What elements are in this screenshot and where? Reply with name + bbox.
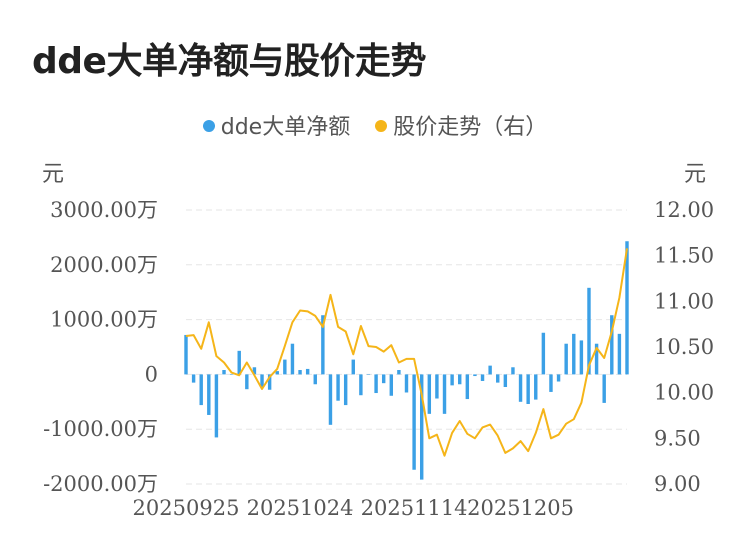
x-tick-label: 20251114 — [361, 496, 468, 520]
legend-item-line[interactable]: 股价走势（右） — [375, 109, 547, 141]
bar — [389, 374, 394, 396]
bar — [549, 374, 553, 392]
legend-item-bar[interactable]: dde大单净额 — [202, 109, 351, 141]
bar — [343, 374, 348, 406]
bar — [572, 333, 576, 375]
bar — [359, 374, 363, 396]
left-tick-label: 2000.00万 — [50, 253, 158, 277]
bar — [488, 365, 492, 375]
bar — [450, 374, 454, 386]
bar — [245, 374, 249, 390]
bar — [237, 350, 241, 375]
right-tick-label: 10.00 — [654, 381, 714, 405]
bar — [473, 374, 477, 377]
left-tick-label: -2000.00万 — [43, 472, 158, 496]
bar — [610, 315, 614, 375]
bar — [267, 374, 272, 390]
chart-title: dde大单净额与股价走势 — [32, 41, 426, 82]
legend[interactable]: dde大单净额 股价走势（右） — [0, 109, 750, 141]
bar — [496, 374, 500, 383]
bar — [199, 374, 203, 406]
price-line — [185, 248, 628, 457]
bar — [594, 343, 599, 375]
bar — [564, 343, 568, 375]
bar — [229, 374, 234, 375]
bar — [534, 374, 538, 400]
right-tick-label: 10.50 — [654, 335, 714, 359]
bar — [214, 374, 219, 438]
left-axis-unit: 元 — [42, 162, 65, 187]
bar — [625, 241, 629, 375]
bar — [458, 374, 462, 385]
left-tick-label: -1000.00万 — [43, 417, 158, 441]
right-tick-label: 12.00 — [654, 198, 714, 222]
bar — [526, 374, 530, 404]
bar — [298, 370, 302, 375]
left-tick-label: 3000.00万 — [50, 198, 158, 222]
left-tick-label: 0 — [145, 362, 158, 386]
bar — [503, 374, 508, 388]
bar — [419, 374, 424, 480]
bar — [374, 374, 378, 394]
right-axis-unit: 元 — [684, 162, 707, 187]
right-tick-label: 9.50 — [654, 426, 701, 450]
bar — [321, 315, 325, 375]
right-tick-label: 9.00 — [654, 472, 701, 496]
bar — [442, 374, 447, 414]
bar — [587, 287, 591, 375]
right-tick-label: 11.50 — [654, 244, 714, 268]
bar — [366, 374, 371, 375]
right-tick-label: 11.00 — [654, 289, 714, 313]
x-tick-label: 20251205 — [467, 496, 574, 520]
bar — [305, 368, 310, 375]
bar — [435, 374, 439, 399]
bar — [511, 367, 515, 375]
legend-line-dot-icon — [375, 120, 388, 132]
bar — [556, 374, 561, 382]
legend-bar-label: dde大单净额 — [220, 115, 351, 140]
bar — [328, 374, 333, 425]
x-tick-label: 20250925 — [133, 496, 240, 520]
bar — [427, 374, 432, 414]
bar — [412, 374, 416, 470]
bar — [184, 334, 188, 375]
bar — [617, 333, 622, 375]
x-tick-label: 20251024 — [247, 496, 354, 520]
bar — [260, 374, 264, 388]
bar — [252, 367, 257, 375]
bar — [283, 359, 287, 375]
bar — [222, 370, 226, 375]
bar — [465, 374, 470, 400]
bar — [480, 374, 485, 381]
legend-bar-dot-icon — [202, 120, 215, 132]
bar — [290, 343, 295, 375]
bar — [541, 332, 546, 375]
bar — [397, 370, 401, 375]
bar — [579, 340, 584, 375]
legend-line-label: 股价走势（右） — [393, 115, 548, 140]
bar — [351, 359, 355, 375]
bar — [191, 374, 196, 383]
bar — [381, 374, 386, 384]
bar — [313, 374, 317, 385]
bar — [404, 374, 409, 393]
bar — [336, 374, 340, 401]
bar — [518, 374, 523, 402]
bar — [275, 371, 279, 375]
bar — [602, 374, 606, 403]
left-tick-label: 1000.00万 — [50, 308, 158, 332]
bar — [207, 374, 211, 415]
